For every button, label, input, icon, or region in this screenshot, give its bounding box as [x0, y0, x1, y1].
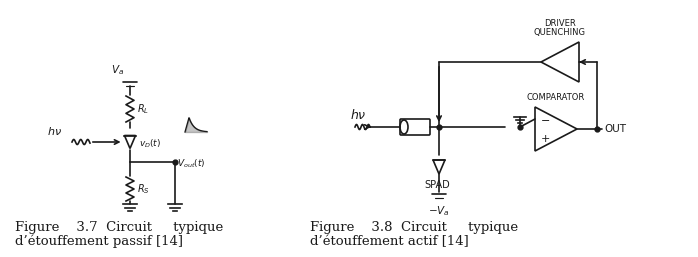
Text: $-V_a$: $-V_a$: [428, 204, 450, 218]
Text: $V_a$: $V_a$: [112, 63, 124, 77]
Text: $V_{out}(t)$: $V_{out}(t)$: [177, 158, 205, 170]
Text: $+$: $+$: [540, 133, 550, 144]
Text: d’étouffement passif [14]: d’étouffement passif [14]: [15, 235, 183, 249]
Text: OUT: OUT: [604, 124, 626, 134]
Text: d’étouffement actif [14]: d’étouffement actif [14]: [310, 235, 469, 248]
Text: COMPARATOR: COMPARATOR: [527, 93, 585, 102]
Text: $h\nu$: $h\nu$: [350, 108, 366, 122]
Text: DRIVER: DRIVER: [544, 19, 576, 28]
Text: $R_L$: $R_L$: [137, 102, 149, 116]
Text: QUENCHING: QUENCHING: [534, 28, 586, 37]
Text: Figure    3.7  Circuit     typique: Figure 3.7 Circuit typique: [15, 221, 223, 234]
Text: $R_S$: $R_S$: [137, 182, 150, 196]
Text: Figure    3.8  Circuit     typique: Figure 3.8 Circuit typique: [310, 221, 518, 234]
Text: $-$: $-$: [540, 114, 550, 124]
Text: SPAD: SPAD: [424, 180, 450, 190]
Text: $h\nu$: $h\nu$: [47, 125, 61, 137]
Text: $v_D(t)$: $v_D(t)$: [139, 138, 161, 150]
